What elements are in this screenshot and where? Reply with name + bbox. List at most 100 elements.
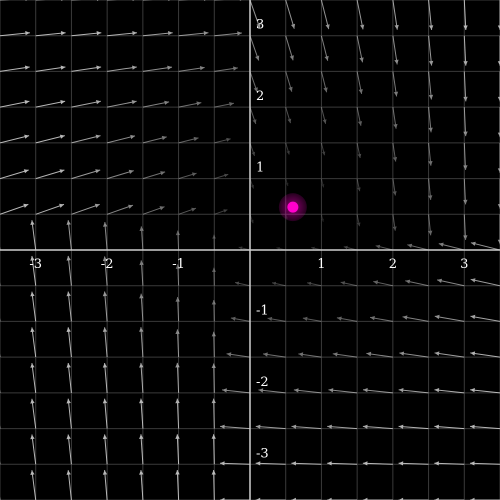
field-arrow — [291, 424, 322, 430]
field-arrow — [106, 169, 134, 180]
field-arrow — [102, 362, 108, 393]
field-arrow — [71, 31, 102, 37]
field-arrow — [66, 470, 72, 500]
field-arrow — [399, 351, 429, 358]
field-arrow — [106, 134, 136, 144]
field-arrow — [428, 142, 433, 166]
field-arrow — [0, 65, 30, 72]
field-arrow — [285, 106, 292, 124]
field-arrow — [370, 316, 393, 322]
field-arrow — [434, 351, 465, 358]
field-arrow — [470, 497, 500, 500]
field-arrow — [35, 134, 65, 144]
field-arrow — [285, 35, 294, 61]
field-arrow — [332, 352, 358, 358]
field-arrow — [356, 214, 361, 227]
field-arrow — [35, 31, 66, 37]
y-tick-label: -1 — [256, 303, 269, 318]
field-arrow — [497, 0, 500, 30]
field-arrow — [219, 461, 251, 466]
field-arrow — [285, 178, 289, 187]
field-arrow — [30, 434, 37, 465]
probe-point[interactable] — [278, 193, 307, 222]
field-arrow — [470, 241, 500, 251]
field-arrow — [211, 331, 216, 358]
field-arrow — [262, 352, 286, 358]
field-arrow — [271, 281, 286, 287]
field-arrow — [139, 260, 144, 286]
field-arrow — [142, 0, 171, 1]
field-arrow — [255, 497, 286, 500]
field-arrow — [35, 65, 66, 72]
y-tick-label: 2 — [256, 89, 264, 104]
field-arrow — [428, 0, 434, 30]
field-arrow — [258, 388, 286, 394]
field-arrow — [285, 71, 293, 92]
field-arrow — [0, 134, 30, 144]
field-arrow — [35, 0, 63, 1]
field-arrow — [211, 434, 216, 465]
field-arrow — [267, 316, 286, 322]
field-arrow — [320, 142, 326, 156]
field-arrow — [214, 137, 231, 144]
field-arrow — [35, 100, 66, 108]
field-arrow — [212, 234, 216, 251]
field-arrow — [470, 351, 500, 358]
tick-labels: -3 -2 -1 1 2 3 3 2 1 -1 -2 -3 — [29, 18, 468, 462]
field-arrow — [103, 222, 108, 251]
field-arrow — [102, 434, 108, 465]
field-arrow — [66, 255, 72, 286]
field-arrow — [107, 0, 135, 1]
field-arrow — [234, 281, 251, 287]
field-arrow — [463, 71, 468, 102]
field-arrow — [0, 203, 29, 215]
field-arrow — [255, 461, 286, 466]
probe-point-dot[interactable] — [287, 201, 299, 213]
field-arrow — [392, 107, 398, 129]
field-arrow — [107, 65, 137, 72]
field-arrow — [497, 178, 500, 209]
field-arrow — [255, 424, 286, 430]
field-arrow — [497, 35, 500, 66]
field-arrow — [139, 327, 144, 358]
field-arrow — [362, 388, 393, 394]
y-tick-label: -2 — [256, 375, 269, 390]
field-arrow — [402, 315, 429, 322]
field-arrow — [175, 329, 180, 358]
field-arrow — [373, 280, 394, 287]
field-arrow — [102, 470, 108, 500]
field-arrow — [285, 0, 296, 29]
field-arrow — [214, 173, 229, 180]
field-arrow — [175, 398, 180, 429]
field-arrow — [356, 107, 363, 126]
field-arrow — [30, 327, 37, 358]
field-arrow — [175, 362, 180, 393]
field-arrow — [66, 362, 72, 393]
field-arrow — [463, 107, 468, 137]
field-arrow — [302, 316, 322, 322]
field-arrow — [230, 316, 251, 322]
field-arrow — [356, 142, 362, 159]
field-arrow — [102, 398, 108, 429]
field-arrow — [66, 291, 72, 322]
field-arrow — [142, 135, 167, 144]
field-arrow — [211, 363, 216, 393]
field-arrow — [428, 107, 433, 133]
field-arrow — [0, 100, 30, 108]
field-arrow — [0, 31, 30, 37]
field-arrow — [428, 214, 433, 236]
x-tick-label: -2 — [101, 257, 114, 272]
field-arrow — [327, 461, 358, 466]
field-arrow — [220, 424, 251, 430]
field-arrow — [30, 220, 37, 251]
field-arrow — [102, 256, 108, 286]
field-arrow — [398, 497, 429, 500]
field-arrow — [470, 424, 500, 430]
field-arrow — [307, 281, 322, 287]
field-arrow — [470, 388, 500, 394]
field-arrow — [178, 172, 197, 180]
field-arrow — [30, 291, 37, 322]
field-arrow — [428, 35, 434, 66]
